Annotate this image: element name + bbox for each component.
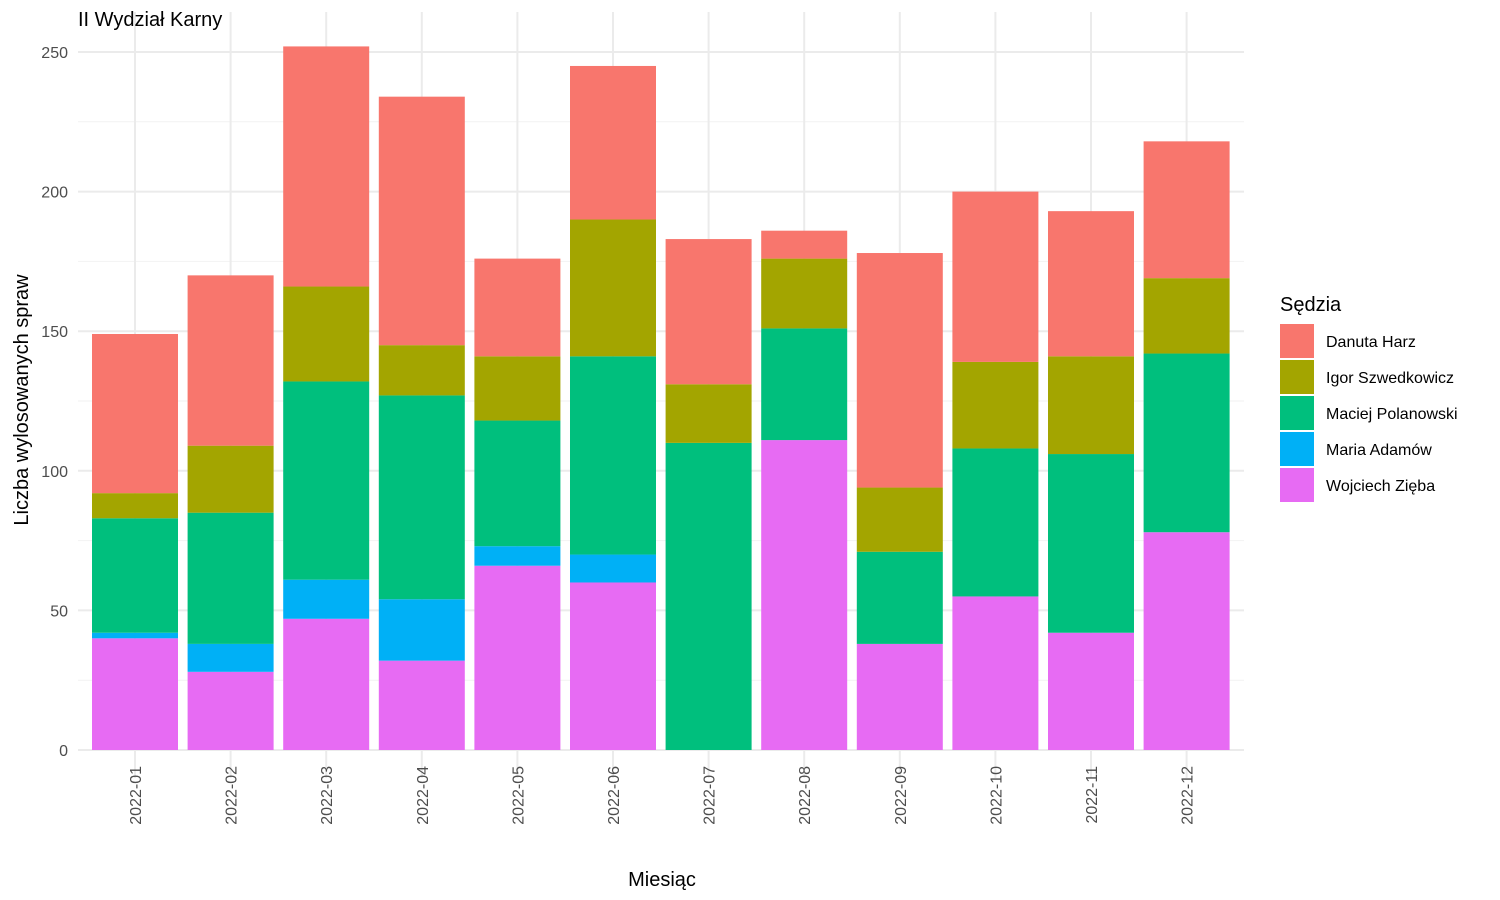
bar-segment: [378, 660, 465, 750]
legend-title: Sędzia: [1280, 294, 1342, 316]
bar-segment: [761, 230, 848, 259]
bar-segment: [856, 643, 943, 750]
x-tick-label: 2022-02: [224, 766, 241, 825]
bar-segment: [283, 286, 370, 382]
bar-segment: [1143, 532, 1230, 750]
bar-segment: [570, 356, 656, 555]
legend-swatch: [1280, 324, 1314, 358]
bar-segment: [187, 275, 274, 446]
bar-segment: [761, 328, 848, 441]
bar-segment: [474, 565, 561, 750]
bar-segment: [92, 518, 178, 633]
bar-segment: [1143, 141, 1230, 279]
y-tick-label: 150: [41, 324, 68, 341]
bar-segment: [570, 65, 656, 220]
y-tick-label: 200: [41, 185, 68, 202]
chart-title: II Wydział Karny: [78, 9, 222, 31]
bar-segment: [92, 638, 178, 750]
bar-segment: [378, 395, 465, 600]
bar-segment: [1048, 211, 1134, 357]
bar-segment: [665, 239, 752, 385]
bar-segment: [570, 554, 656, 583]
bar-segment: [474, 420, 561, 547]
y-tick-label: 250: [41, 45, 68, 62]
bar-segment: [283, 579, 370, 619]
legend-item-label: Danuta Harz: [1326, 334, 1416, 351]
legend-swatch: [1280, 396, 1314, 430]
bar-segment: [761, 440, 848, 750]
y-tick-label: 50: [50, 603, 68, 620]
bar-segment: [952, 448, 1039, 597]
legend-item-label: Maria Adamów: [1326, 442, 1432, 459]
x-tick-label: 2022-06: [606, 766, 623, 825]
x-tick-label: 2022-10: [988, 766, 1005, 825]
bar-segment: [92, 333, 178, 494]
bar-segment: [952, 191, 1039, 362]
bar-segment: [570, 219, 656, 357]
x-axis-ticks: 2022-01 2022-02 2022-03 2022-04 2022-05 2022-…: [128, 766, 1197, 825]
bar-segment: [1048, 632, 1134, 750]
y-axis-label: Liczba wylosowanych spraw: [11, 274, 33, 526]
bar-segment: [1143, 278, 1230, 354]
bar-segment: [283, 46, 370, 287]
bar-segment: [474, 546, 561, 566]
x-tick-label: 2022-07: [702, 766, 719, 825]
legend-swatch: [1280, 432, 1314, 466]
legend-item-label: Igor Szwedkowicz: [1326, 370, 1454, 387]
bar-segment: [952, 596, 1039, 750]
bar-segment: [856, 487, 943, 552]
x-tick-label: 2022-03: [319, 766, 336, 825]
bar-segment: [1048, 454, 1134, 633]
bar-segment: [856, 253, 943, 488]
bar-segment: [187, 643, 274, 672]
bar-segment: [187, 445, 274, 513]
y-tick-label: 100: [41, 464, 68, 481]
bar-segment: [378, 96, 465, 346]
x-tick-label: 2022-11: [1084, 766, 1101, 824]
bar-segment: [952, 361, 1039, 449]
x-tick-label: 2022-04: [415, 766, 432, 825]
y-axis-ticks: 0 50 100 150 200 250: [41, 45, 68, 760]
bar-segment: [283, 381, 370, 580]
bar-segment: [474, 258, 561, 357]
bar-segment: [665, 384, 752, 443]
bar-segment: [1143, 353, 1230, 533]
x-tick-label: 2022-01: [128, 766, 145, 825]
y-tick-label: 0: [59, 743, 68, 760]
bar-segment: [378, 599, 465, 661]
bar-segment: [378, 345, 465, 396]
bar-segment: [92, 632, 178, 639]
bar-segment: [92, 493, 178, 519]
bar-segment: [283, 618, 370, 750]
bar-segment: [665, 442, 752, 750]
bar-segment: [187, 512, 274, 644]
bar-segment: [761, 258, 848, 329]
bars: [92, 46, 1230, 750]
bar-segment: [856, 551, 943, 644]
legend: Sędzia Danuta Harz Igor Szwedkowicz Maciej…: [1280, 294, 1458, 502]
x-axis-label: Miesiąc: [628, 869, 696, 891]
bar-segment: [1048, 356, 1134, 455]
x-tick-label: 2022-09: [893, 766, 910, 825]
x-tick-label: 2022-05: [510, 766, 527, 825]
x-tick-label: 2022-12: [1180, 766, 1197, 825]
bar-segment: [570, 582, 656, 750]
x-tick-label: 2022-08: [797, 766, 814, 825]
bar-segment: [187, 671, 274, 750]
legend-item-label: Maciej Polanowski: [1326, 406, 1458, 423]
legend-swatch: [1280, 468, 1314, 502]
bar-segment: [474, 356, 561, 421]
legend-swatch: [1280, 360, 1314, 394]
legend-item-label: Wojciech Zięba: [1326, 478, 1435, 495]
